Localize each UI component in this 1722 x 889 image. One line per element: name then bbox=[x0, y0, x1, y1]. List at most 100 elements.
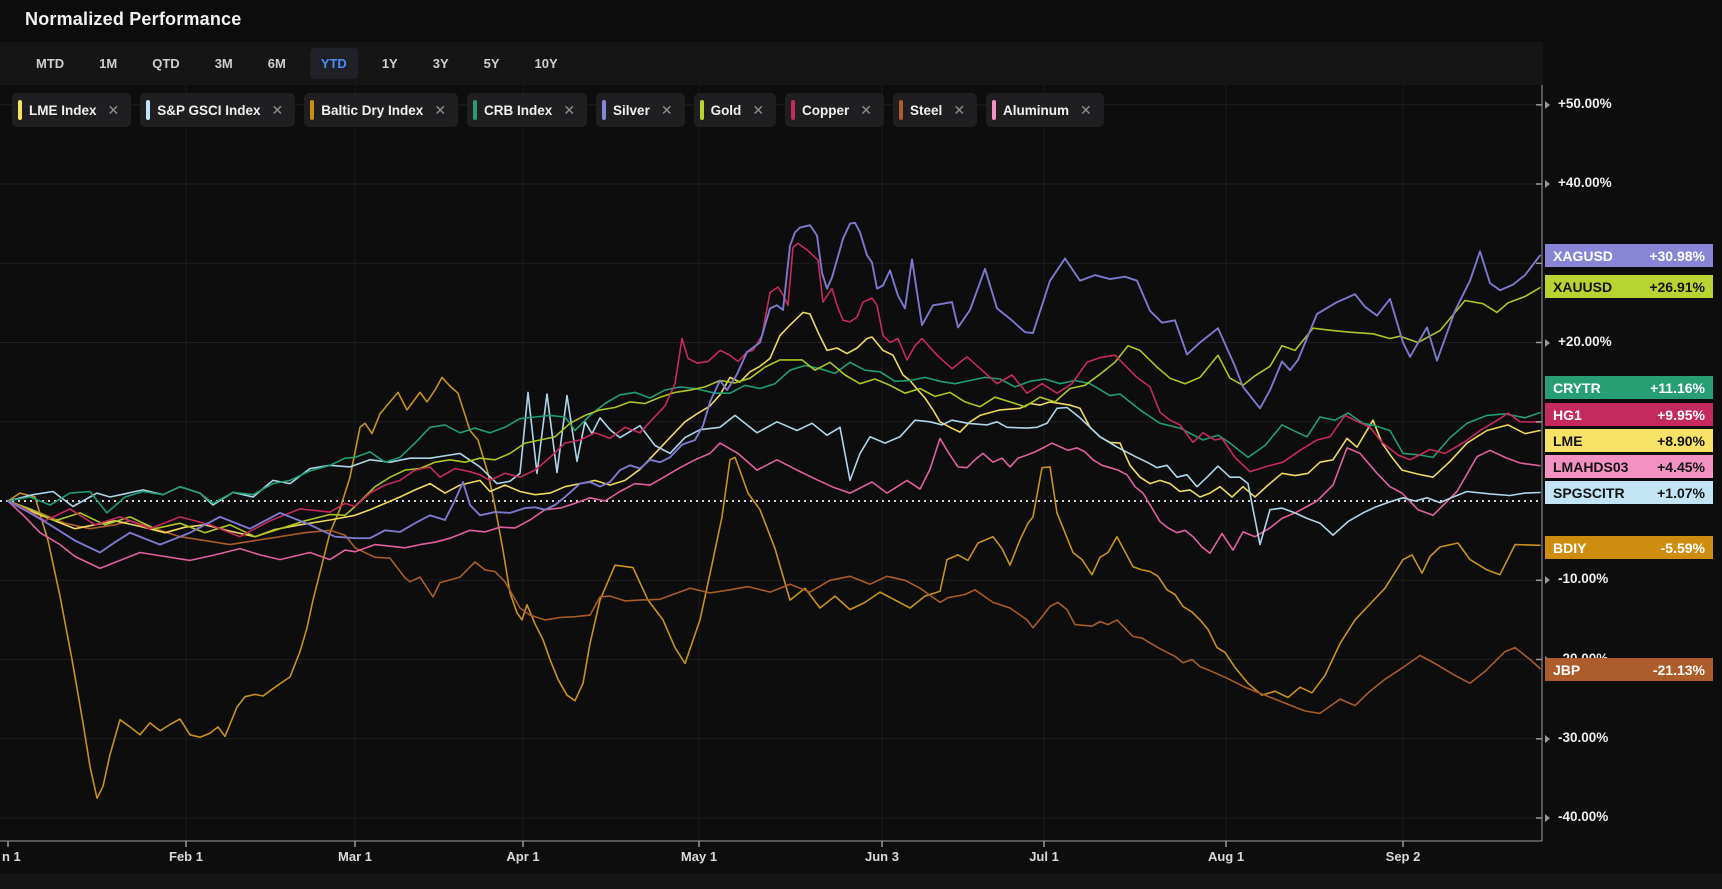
legend-chip-label: Steel bbox=[910, 102, 943, 118]
legend-chip-label: CRB Index bbox=[484, 102, 553, 118]
tab-mtd[interactable]: MTD bbox=[36, 56, 65, 71]
legend-chip-gsci[interactable]: S&P GSCI Index ✕ bbox=[140, 93, 296, 127]
badge-symbol: CRYTR bbox=[1553, 379, 1601, 396]
x-tick-label: Feb 1 bbox=[169, 849, 203, 864]
close-icon[interactable]: ✕ bbox=[660, 101, 673, 118]
tab-6m[interactable]: 6M bbox=[267, 56, 286, 71]
x-axis-labels: n 1 Feb 1 Mar 1 Apr 1 May 1 Jun 3 Jul 1 Aug 1 Se… bbox=[0, 847, 1543, 871]
series-line-lmahds03 bbox=[7, 437, 1541, 570]
x-tick-label: Sep 2 bbox=[1385, 849, 1421, 864]
x-tick-label: Aug 1 bbox=[1207, 849, 1245, 864]
series-color-bar bbox=[18, 100, 22, 120]
axis-tick-arrow-icon bbox=[1545, 100, 1550, 109]
tab-1y[interactable]: 1Y bbox=[381, 56, 398, 71]
axis-tick-arrow-icon bbox=[1545, 180, 1550, 188]
title-bar: Normalized Performance SHARE bbox=[0, 0, 1722, 42]
axis-tick-arrow-icon bbox=[1545, 576, 1550, 585]
legend-chips: LME Index ✕ S&P GSCI Index ✕ Baltic Dry Inde… bbox=[12, 93, 1104, 127]
close-icon[interactable]: ✕ bbox=[434, 101, 447, 118]
badge-change: +9.95% bbox=[1657, 406, 1705, 423]
badge-symbol: JBP bbox=[1553, 661, 1581, 678]
series-color-bar bbox=[791, 100, 796, 120]
series-line-xagusd bbox=[7, 221, 1541, 554]
legend-chip-label: Silver bbox=[613, 102, 650, 118]
y-tick-label: -40.00% bbox=[1558, 809, 1609, 824]
x-tick-label: Jul 1 bbox=[1029, 849, 1059, 864]
badge-symbol: SPGSCITR bbox=[1553, 484, 1625, 501]
series-color-bar bbox=[310, 100, 315, 120]
legend-chip-gold[interactable]: Gold ✕ bbox=[693, 93, 777, 127]
x-tick-label: Mar 1 bbox=[338, 849, 372, 864]
close-icon[interactable]: ✕ bbox=[271, 101, 284, 118]
legend-chip-label: Aluminum bbox=[1003, 102, 1070, 118]
period-tab-bar: MTD 1M QTD 3M 6M YTD 1Y 3Y 5Y 10Y bbox=[0, 42, 1722, 85]
bottom-strip bbox=[0, 874, 1722, 889]
close-icon[interactable]: ✕ bbox=[1080, 101, 1092, 118]
axis-tick-arrow-icon bbox=[1545, 734, 1550, 743]
tab-3m[interactable]: 3M bbox=[214, 56, 233, 71]
badge-change: +1.07% bbox=[1657, 484, 1705, 501]
series-color-bar bbox=[899, 100, 904, 120]
series-line-lme bbox=[7, 311, 1541, 538]
badge-symbol: XAUUSD bbox=[1553, 278, 1613, 295]
series-line-xauusd bbox=[7, 286, 1541, 538]
badge-change: +26.91% bbox=[1649, 278, 1705, 295]
close-icon[interactable]: ✕ bbox=[107, 101, 120, 118]
close-icon[interactable]: ✕ bbox=[953, 101, 966, 118]
badge-symbol: LMAHDS03 bbox=[1553, 458, 1629, 475]
legend-chip-label: Copper bbox=[802, 102, 850, 118]
y-tick-label: -10.00% bbox=[1558, 571, 1609, 587]
badge-symbol: HG1 bbox=[1553, 406, 1582, 423]
tab-5y[interactable]: 5Y bbox=[483, 56, 500, 71]
tab-ytd[interactable]: YTD bbox=[309, 48, 358, 79]
series-color-bar bbox=[602, 100, 607, 120]
badge-change: +11.16% bbox=[1650, 379, 1705, 396]
legend-chip-copper[interactable]: Copper ✕ bbox=[785, 93, 885, 127]
chart-canvas[interactable] bbox=[0, 85, 1543, 847]
right-axis-panel: +50.00%+40.00%+30.00%+20.00%+10.00%-10.0… bbox=[1543, 0, 1722, 889]
legend-chip-steel[interactable]: Steel ✕ bbox=[893, 93, 978, 127]
badge-change: +8.90% bbox=[1657, 432, 1705, 449]
series-badge-bdiy: BDIY -5.59% bbox=[1545, 536, 1713, 559]
badge-symbol: XAGUSD bbox=[1553, 247, 1613, 264]
badge-symbol: BDIY bbox=[1553, 539, 1587, 556]
tab-1m[interactable]: 1M bbox=[99, 56, 118, 71]
series-badge-lmahds03: LMAHDS03 +4.45% bbox=[1545, 455, 1713, 478]
series-badge-crytr: CRYTR +11.16% bbox=[1545, 376, 1713, 399]
series-line-spgscitr bbox=[7, 391, 1541, 546]
tab-10y[interactable]: 10Y bbox=[534, 56, 558, 71]
badge-change: +4.45% bbox=[1657, 458, 1705, 475]
x-tick-label: Apr 1 bbox=[506, 849, 540, 864]
legend-chip-silver[interactable]: Silver ✕ bbox=[596, 93, 685, 127]
axis-tick-arrow-icon bbox=[1545, 338, 1550, 347]
badge-change: +30.98% bbox=[1649, 247, 1705, 264]
close-icon[interactable]: ✕ bbox=[563, 101, 576, 118]
series-badge-lme: LME +8.90% bbox=[1545, 429, 1713, 452]
series-line-crytr bbox=[7, 361, 1541, 514]
series-color-bar bbox=[992, 100, 997, 120]
legend-chip-crb[interactable]: CRB Index ✕ bbox=[467, 93, 588, 127]
series-color-bar bbox=[473, 100, 478, 120]
legend-chip-aluminum[interactable]: Aluminum ✕ bbox=[986, 93, 1104, 127]
tab-3y[interactable]: 3Y bbox=[432, 56, 449, 71]
y-tick-label: -30.00% bbox=[1558, 729, 1609, 745]
close-icon[interactable]: ✕ bbox=[752, 101, 765, 118]
page-title: Normalized Performance bbox=[25, 9, 242, 29]
series-badge-xauusd: XAUUSD +26.91% bbox=[1545, 275, 1713, 298]
tab-qtd[interactable]: QTD bbox=[152, 56, 180, 71]
series-badge-spgscitr: SPGSCITR +1.07% bbox=[1545, 481, 1713, 504]
series-line-bdiy bbox=[7, 376, 1541, 800]
badge-symbol: LME bbox=[1553, 432, 1583, 449]
close-icon[interactable]: ✕ bbox=[860, 101, 873, 118]
y-tick-label: +50.00% bbox=[1558, 95, 1612, 111]
legend-chip-lme[interactable]: LME Index ✕ bbox=[12, 93, 132, 127]
x-tick-label: Jun 3 bbox=[865, 849, 899, 864]
series-line-jbp bbox=[7, 500, 1541, 715]
legend-chip-label: S&P GSCI Index bbox=[157, 102, 261, 118]
badge-change: -21.13% bbox=[1652, 661, 1705, 678]
badge-change: -5.59% bbox=[1660, 539, 1705, 556]
x-tick-label: n 1 bbox=[2, 849, 21, 864]
series-badge-jbp: JBP -21.13% bbox=[1545, 658, 1713, 681]
legend-chip-baltic[interactable]: Baltic Dry Index ✕ bbox=[304, 93, 459, 127]
